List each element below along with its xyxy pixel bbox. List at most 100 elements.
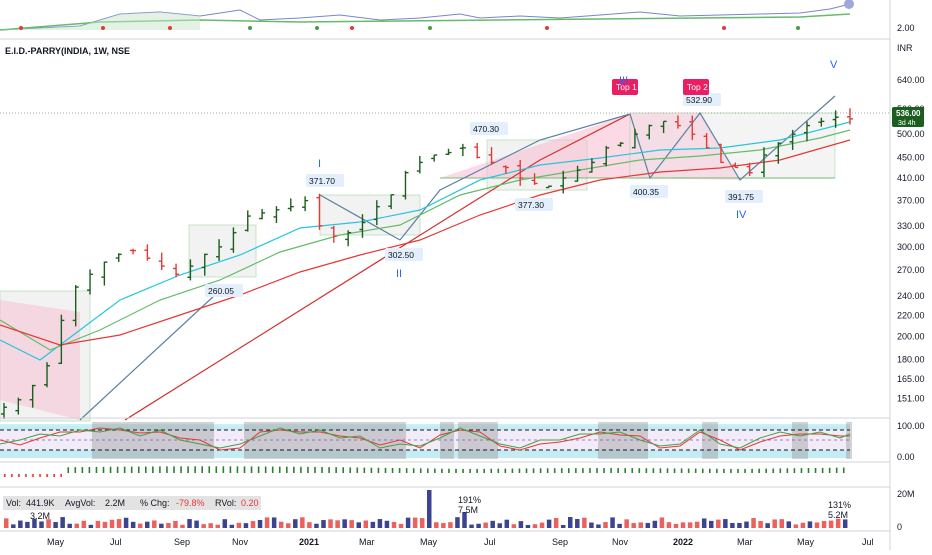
histogram-bar	[377, 467, 380, 473]
histogram-bar	[645, 468, 648, 473]
histogram-bar	[814, 467, 817, 473]
volume-bar	[257, 519, 263, 528]
histogram-bar	[60, 474, 62, 477]
volume-bar	[814, 522, 820, 528]
volume-bar	[758, 521, 763, 528]
wave-labels: I II III IV V	[318, 59, 838, 280]
volume-bar	[328, 519, 333, 528]
histogram-bar	[518, 468, 521, 473]
volume-bar	[582, 517, 587, 528]
histogram-bar	[716, 468, 718, 473]
x-axis-label: Nov	[232, 537, 249, 547]
x-axis-label: Jul	[862, 537, 874, 547]
histogram-bar	[652, 468, 655, 473]
histogram-bar	[575, 468, 577, 473]
volume-bar	[384, 520, 390, 528]
histogram-bar	[39, 474, 41, 477]
x-axis-label: Nov	[612, 537, 629, 547]
histogram-bar	[638, 468, 641, 473]
histogram-bar	[342, 467, 344, 473]
histogram-bar	[821, 467, 824, 473]
top-markers: Top 1 Top 2	[612, 79, 709, 95]
histogram-bar	[159, 466, 161, 473]
price-axis-label: 240.00	[897, 291, 925, 301]
volume-bar	[694, 521, 700, 528]
peak-label: 391.75	[728, 192, 754, 202]
histogram-bar	[363, 467, 366, 473]
wave-label: IV	[736, 209, 747, 221]
histogram-bar	[779, 468, 782, 473]
x-axis: May Jul Sep Nov 2021 Mar May Jul Sep Nov 2022 Mar Ma…	[0, 530, 890, 547]
oscillator-pane: 100.00 0.00	[0, 417, 925, 462]
volume-bar	[88, 524, 94, 528]
histogram-bar	[25, 474, 27, 477]
histogram-bar	[730, 468, 732, 473]
histogram-bar	[687, 468, 690, 473]
histogram-bar	[532, 468, 535, 473]
histogram-bar	[88, 466, 91, 473]
volume-bar	[765, 523, 770, 528]
volume-bar	[716, 519, 721, 528]
histogram-bar	[483, 468, 485, 473]
volume-bar	[511, 524, 517, 528]
histogram-bar	[758, 468, 760, 473]
histogram-bar	[67, 467, 70, 473]
volume-bar	[11, 524, 16, 528]
histogram-bar	[539, 468, 542, 473]
histogram-bar	[173, 466, 175, 473]
price-axis-label: 165.00	[897, 374, 925, 384]
volume-bar	[539, 522, 545, 528]
top-label: Top 1	[616, 82, 637, 92]
osc-axis-top: 100.00	[897, 421, 925, 431]
histogram-bar	[723, 468, 725, 473]
histogram-bar	[116, 466, 119, 473]
volume-bar	[102, 521, 108, 528]
peak-labels: 260.05 371.70 302.50 470.30 377.30 400.3…	[205, 93, 763, 297]
peak-label: 532.90	[686, 95, 712, 105]
volume-bar	[807, 521, 813, 528]
volume-bar	[645, 522, 651, 528]
volume-bar	[560, 524, 566, 528]
volume-bar	[568, 517, 573, 528]
volume-bar	[187, 519, 192, 528]
histogram-bar	[525, 468, 528, 473]
price-tag-value: 536.00	[896, 109, 921, 118]
x-axis-label: Mar	[737, 537, 753, 547]
histogram-bar	[109, 466, 112, 473]
volume-bar	[342, 519, 347, 528]
volume-bar	[596, 524, 601, 528]
histogram-bar	[349, 467, 352, 473]
volume-bar	[363, 520, 369, 528]
histogram-bar	[553, 468, 556, 473]
volume-bar	[405, 517, 411, 528]
histogram-bar	[701, 468, 704, 473]
volume-bar	[638, 522, 643, 528]
histogram-bar	[74, 467, 77, 473]
volume-bar	[300, 517, 305, 528]
volume-bar	[821, 521, 827, 528]
histogram-bar	[441, 468, 443, 473]
candles	[1, 108, 853, 419]
histogram-bar	[666, 468, 669, 473]
histogram-bar	[835, 467, 838, 473]
volume-bar	[525, 524, 531, 528]
histogram-bar	[208, 466, 211, 473]
histogram-bar	[434, 468, 436, 473]
volume-bar	[74, 523, 79, 528]
volume-bar	[335, 520, 340, 528]
histogram-bar	[271, 466, 274, 473]
vol-axis-top: 20M	[897, 489, 915, 499]
histogram-bar	[264, 466, 267, 473]
chg-value: -79.8%	[176, 498, 205, 508]
volume-bar	[652, 520, 658, 528]
histogram-bar	[145, 466, 147, 473]
volume-bar	[659, 517, 665, 528]
histogram-pane	[0, 461, 890, 477]
histogram-bar	[335, 467, 337, 473]
volume-bar	[828, 520, 834, 528]
volume-bar	[462, 512, 467, 528]
wave-label: V	[830, 59, 838, 71]
volume-bar	[730, 522, 735, 528]
volume-bar	[264, 517, 270, 528]
